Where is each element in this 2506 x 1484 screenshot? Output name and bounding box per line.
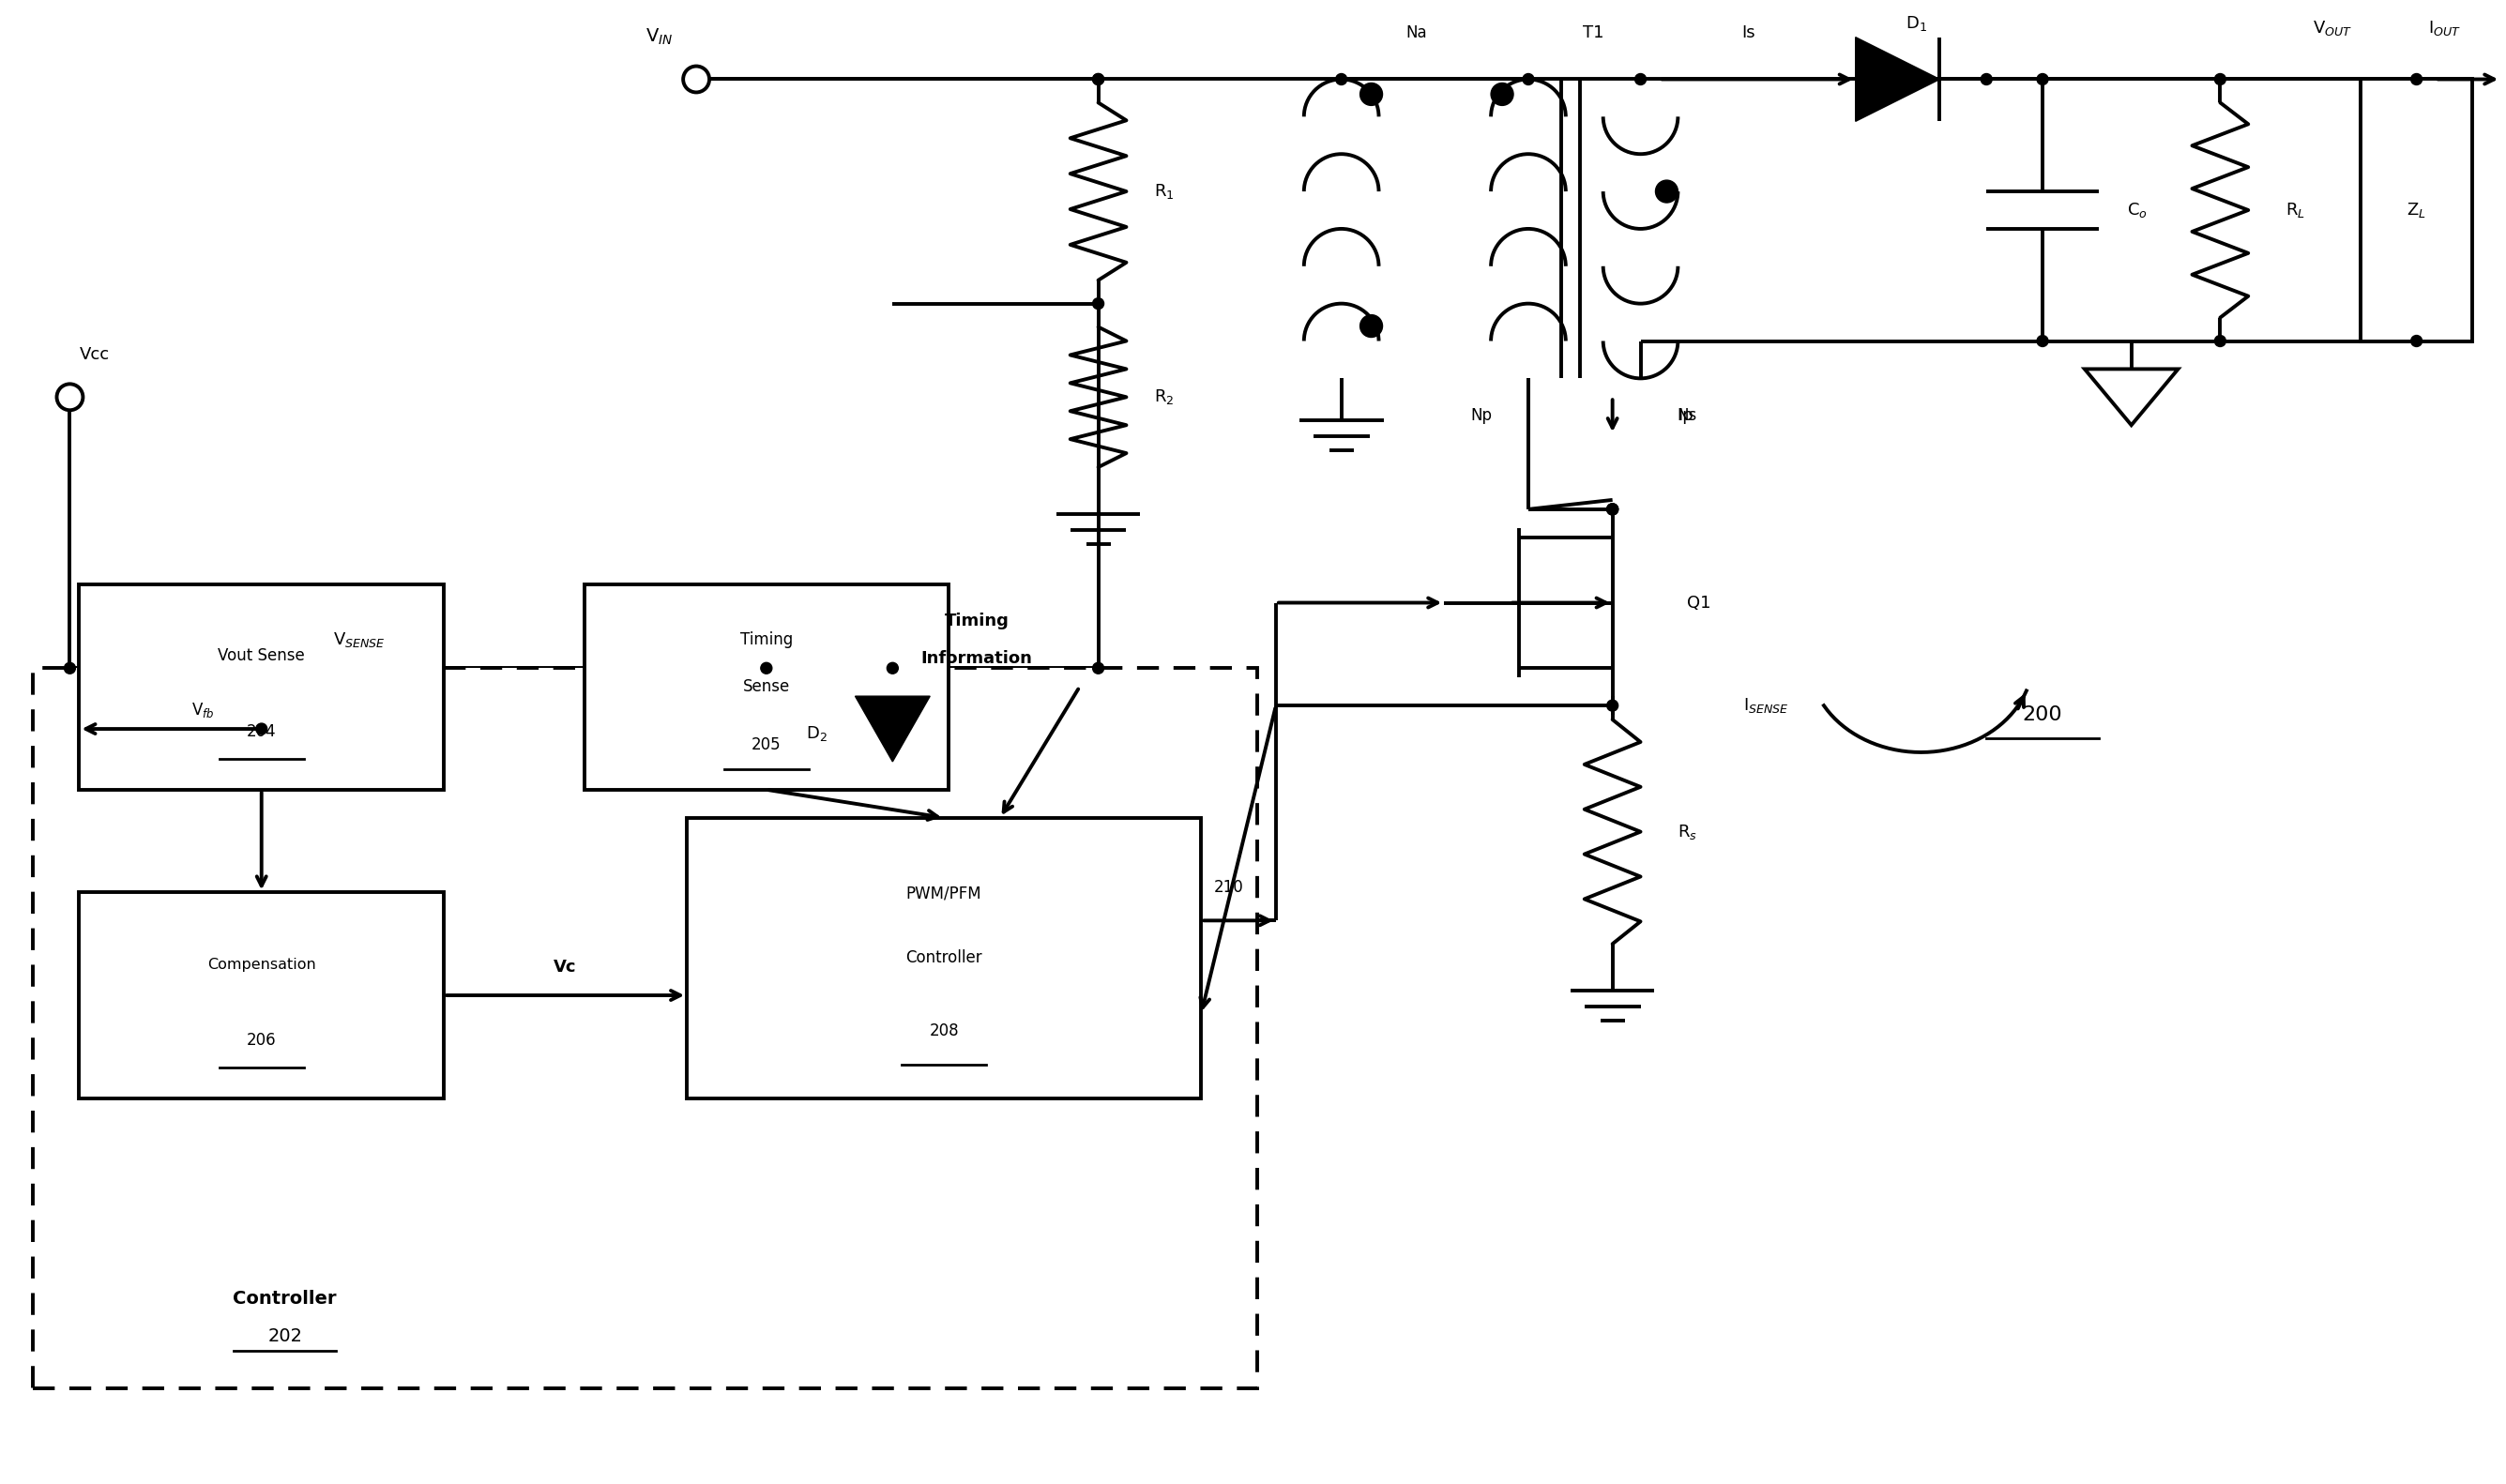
Circle shape: [1093, 298, 1103, 309]
Text: 202: 202: [268, 1328, 303, 1346]
Polygon shape: [2085, 370, 2178, 424]
Text: 208: 208: [930, 1022, 960, 1039]
Text: Timing: Timing: [945, 613, 1010, 629]
Text: PWM/PFM: PWM/PFM: [907, 884, 982, 902]
Circle shape: [2037, 335, 2047, 347]
Circle shape: [1093, 74, 1103, 85]
Circle shape: [1606, 503, 1619, 515]
Circle shape: [887, 662, 897, 674]
Text: R$_2$: R$_2$: [1155, 387, 1175, 407]
Circle shape: [256, 723, 268, 735]
Text: C$_o$: C$_o$: [2128, 200, 2148, 220]
Text: Np: Np: [1471, 407, 1494, 424]
Text: T1: T1: [1584, 24, 1604, 42]
Circle shape: [2411, 74, 2423, 85]
Text: V$_{OUT}$: V$_{OUT}$: [2313, 18, 2353, 37]
Text: Q1: Q1: [1687, 594, 1712, 611]
Circle shape: [1361, 83, 1383, 105]
Circle shape: [762, 662, 772, 674]
Text: Vc: Vc: [554, 959, 576, 975]
Text: 210: 210: [1215, 880, 1243, 896]
Circle shape: [2215, 335, 2225, 347]
Bar: [80, 892, 444, 1098]
Circle shape: [1606, 503, 1619, 515]
Text: 206: 206: [246, 1031, 276, 1049]
Text: R$_1$: R$_1$: [1155, 183, 1175, 200]
Polygon shape: [855, 696, 930, 761]
Text: R$_s$: R$_s$: [1679, 822, 1697, 841]
Text: Vout Sense: Vout Sense: [218, 647, 306, 665]
Bar: [584, 585, 950, 789]
Text: V$_{IN}$: V$_{IN}$: [644, 27, 672, 47]
Bar: [80, 585, 444, 789]
Text: Na: Na: [1406, 24, 1426, 42]
Polygon shape: [1854, 37, 1940, 122]
Text: D$_1$: D$_1$: [1905, 13, 1927, 33]
Text: I$_{OUT}$: I$_{OUT}$: [2428, 18, 2461, 37]
Circle shape: [1606, 700, 1619, 711]
Text: Compensation: Compensation: [208, 957, 316, 972]
Circle shape: [1656, 180, 1679, 203]
Text: Ns: Ns: [1677, 407, 1697, 424]
Text: I$_{SENSE}$: I$_{SENSE}$: [1744, 696, 1789, 715]
Circle shape: [65, 662, 75, 674]
Text: 204: 204: [246, 724, 276, 741]
Circle shape: [2411, 335, 2423, 347]
Text: Vcc: Vcc: [80, 347, 110, 364]
Text: V$_{fb}$: V$_{fb}$: [193, 700, 216, 720]
Circle shape: [1491, 83, 1514, 105]
Circle shape: [2037, 74, 2047, 85]
Text: Z$_L$: Z$_L$: [2406, 200, 2426, 220]
Text: D$_2$: D$_2$: [807, 724, 827, 743]
Circle shape: [1524, 74, 1534, 85]
Text: R$_L$: R$_L$: [2285, 200, 2306, 220]
Text: V$_{SENSE}$: V$_{SENSE}$: [333, 631, 386, 650]
Text: Timing: Timing: [739, 631, 792, 649]
Circle shape: [2215, 74, 2225, 85]
Text: 205: 205: [752, 736, 782, 752]
Text: 200: 200: [2022, 705, 2062, 724]
Text: Sense: Sense: [742, 678, 789, 696]
Text: Controller: Controller: [233, 1290, 336, 1307]
Circle shape: [1093, 662, 1103, 674]
Circle shape: [1980, 74, 1992, 85]
Bar: [33, 668, 1258, 1388]
Circle shape: [1361, 315, 1383, 337]
Text: Controller: Controller: [905, 950, 982, 966]
Bar: [687, 818, 1200, 1098]
Text: Ip: Ip: [1679, 407, 1694, 424]
Text: Information: Information: [922, 650, 1032, 668]
Circle shape: [1093, 74, 1103, 85]
Circle shape: [1606, 503, 1619, 515]
Text: Is: Is: [1742, 24, 1754, 42]
Circle shape: [1336, 74, 1346, 85]
Bar: [2361, 79, 2473, 341]
Circle shape: [1634, 74, 1646, 85]
